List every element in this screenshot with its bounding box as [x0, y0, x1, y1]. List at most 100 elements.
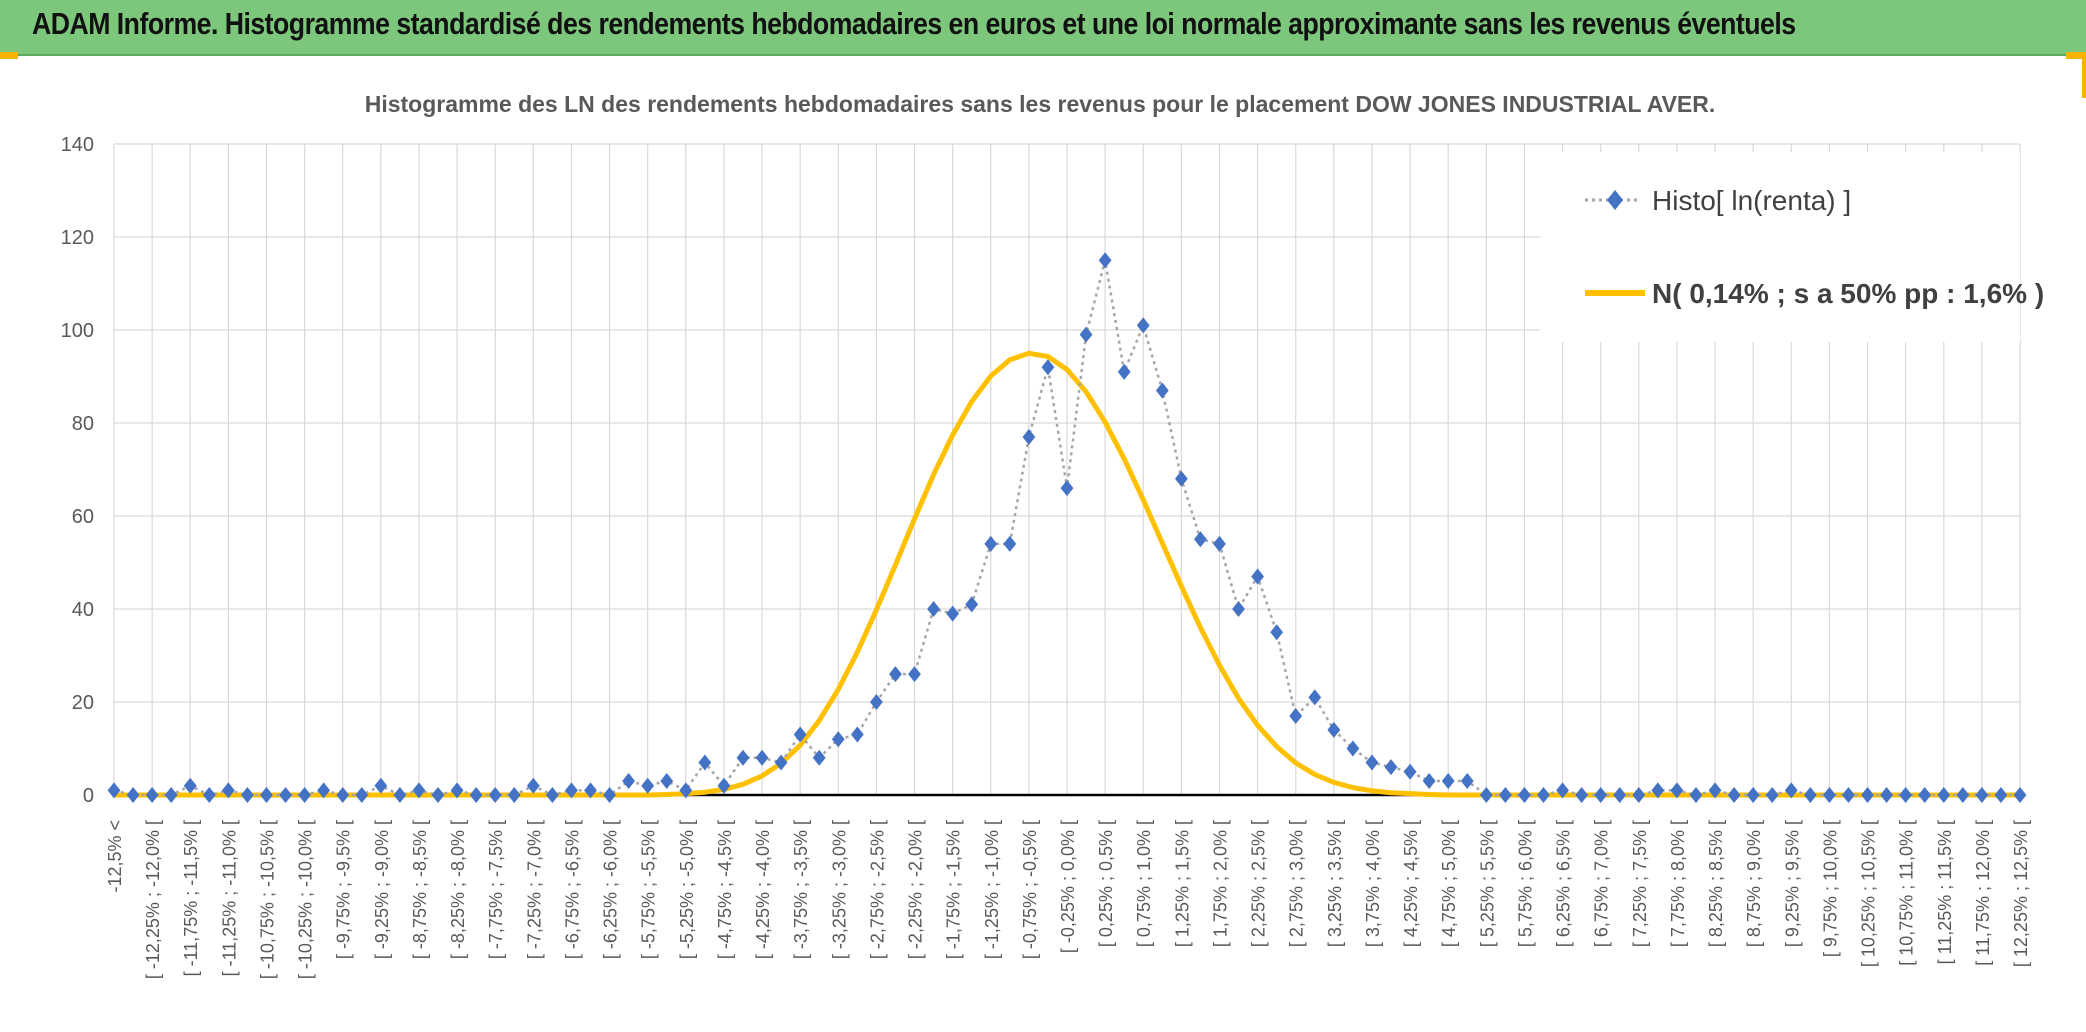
x-tick-label: [ -9,75% ; -9,5% [ — [334, 820, 354, 959]
x-tick-label: [ 9,25% ; 9,5% [ — [1782, 820, 1802, 947]
histogram-point — [1708, 782, 1722, 799]
x-tick-label: [ -1,25% ; -1,0% [ — [982, 820, 1002, 959]
histogram-point — [927, 601, 940, 617]
histogram-point — [279, 787, 292, 803]
x-tick-label: [ 5,25% ; 5,5% [ — [1477, 820, 1497, 947]
histogram-point — [1556, 782, 1569, 799]
histogram-point — [1346, 740, 1360, 757]
histogram-point — [1956, 787, 1970, 803]
y-tick-label: 140 — [61, 134, 94, 156]
x-tick-label: [ -6,75% ; -6,5% [ — [562, 820, 582, 959]
gridlines — [113, 143, 2021, 797]
x-axis-tick-labels: -12,5% < [ -12,25% ; -12,0% [ [ -11,75% ; … — [105, 820, 2031, 979]
histogram-point — [1537, 787, 1550, 803]
x-tick-label: [ -10,75% ; -10,5% [ — [257, 820, 277, 979]
x-tick-label: [ -7,25% ; -7,0% [ — [524, 820, 544, 959]
histogram-point — [946, 605, 960, 622]
histogram-point — [1174, 470, 1188, 487]
histogram-point — [1079, 326, 1093, 343]
x-tick-label: [ 0,25% ; 0,5% [ — [1096, 820, 1116, 947]
histogram-point — [1880, 787, 1893, 803]
histogram-point — [1232, 601, 1245, 617]
x-tick-label: [ -0,25% ; 0,0% [ — [1058, 820, 1078, 953]
histogram-point — [450, 782, 464, 799]
histogram-point — [1117, 363, 1131, 380]
x-tick-label: [ -7,75% ; -7,5% [ — [486, 820, 506, 959]
x-tick-label: [ -10,25% ; -10,0% [ — [296, 820, 316, 979]
x-tick-label: [ 4,75% ; 5,0% [ — [1439, 820, 1459, 947]
histogram-point — [831, 731, 845, 748]
histogram-point — [183, 777, 197, 794]
histogram-point — [1289, 707, 1303, 724]
corner-mark-right-edge — [2082, 52, 2086, 98]
histogram-point — [717, 777, 731, 794]
histogram-point — [1098, 252, 1112, 269]
histogram-point — [241, 787, 254, 803]
histogram-point — [1899, 787, 1913, 803]
histogram-point — [1937, 787, 1951, 803]
x-tick-label: [ 1,75% ; 2,0% [ — [1210, 820, 1230, 947]
x-tick-label: [ -12,25% ; -12,0% [ — [143, 820, 163, 979]
y-tick-label: 120 — [61, 227, 94, 249]
histogram-point — [850, 726, 864, 743]
x-tick-label: [ 9,75% ; 10,0% [ — [1820, 820, 1840, 957]
histogram-point — [336, 787, 350, 803]
legend-normal-label: N( 0,14% ; s a 50% pp : 1,6% ) — [1652, 278, 2044, 309]
x-tick-label: [ -1,75% ; -1,5% [ — [944, 820, 964, 959]
histogram-point — [126, 787, 140, 803]
histogram-point — [1136, 317, 1150, 334]
histogram-point — [1022, 428, 1036, 445]
histogram-point — [812, 749, 826, 766]
histogram-point — [1689, 787, 1703, 803]
histogram-point — [1575, 787, 1589, 803]
histogram-point — [1460, 773, 1474, 790]
histogram-point — [545, 787, 559, 803]
histogram-point — [1518, 787, 1531, 803]
x-tick-label: [ 5,75% ; 6,0% [ — [1515, 820, 1535, 947]
y-tick-label: 20 — [72, 692, 94, 714]
histogram-point — [1784, 782, 1798, 799]
histogram-point — [1632, 787, 1646, 803]
x-tick-label: [ -6,25% ; -6,0% [ — [601, 820, 621, 959]
histogram-point — [507, 787, 521, 803]
histogram-point — [1327, 721, 1341, 738]
x-tick-label: [ 12,25% ; 12,5% [ — [2011, 820, 2031, 967]
legend-histo-marker-icon — [1607, 190, 1623, 210]
histogram-point — [1441, 773, 1455, 790]
histogram-point — [889, 666, 902, 683]
x-tick-label: [ -2,25% ; -2,0% [ — [906, 820, 926, 959]
histogram-point — [1365, 754, 1379, 771]
legend-background — [1540, 152, 2020, 342]
x-tick-label: [ 2,75% ; 3,0% [ — [1287, 820, 1307, 947]
histogram-point — [1670, 782, 1684, 799]
x-tick-label: [ -11,25% ; -11,0% [ — [219, 820, 239, 976]
histogram-point — [1403, 763, 1417, 780]
histogram-point — [164, 787, 178, 803]
x-tick-label: [ -3,25% ; -3,0% [ — [829, 820, 849, 959]
histogram-point — [660, 773, 674, 790]
x-tick-label: -12,5% < — [105, 820, 125, 893]
histogram-point — [1213, 535, 1226, 552]
histogram-point — [202, 787, 216, 803]
x-tick-label: [ -8,75% ; -8,5% [ — [410, 820, 430, 959]
histogram-point — [145, 787, 159, 803]
x-tick-label: [ -11,75% ; -11,5% [ — [181, 820, 201, 976]
histogram-point — [374, 777, 388, 794]
x-tick-label: [ -3,75% ; -3,5% [ — [791, 820, 811, 959]
histogram-point — [1060, 480, 1074, 497]
corner-mark-top-left — [0, 52, 18, 59]
histogram-point — [1479, 787, 1493, 803]
x-tick-label: [ 11,25% ; 11,5% [ — [1935, 820, 1955, 964]
histogram-point — [526, 777, 540, 794]
y-tick-label: 80 — [72, 413, 94, 435]
histogram-point — [984, 535, 998, 552]
histogram-point — [317, 782, 331, 799]
y-tick-label: 0 — [83, 785, 94, 807]
histogram-point — [1823, 787, 1836, 803]
histogram-point — [793, 726, 807, 743]
x-tick-label: [ -5,25% ; -5,0% [ — [677, 820, 697, 959]
histogram-point — [679, 782, 693, 799]
histogram-point — [641, 777, 655, 794]
histogram-point — [1651, 782, 1665, 799]
